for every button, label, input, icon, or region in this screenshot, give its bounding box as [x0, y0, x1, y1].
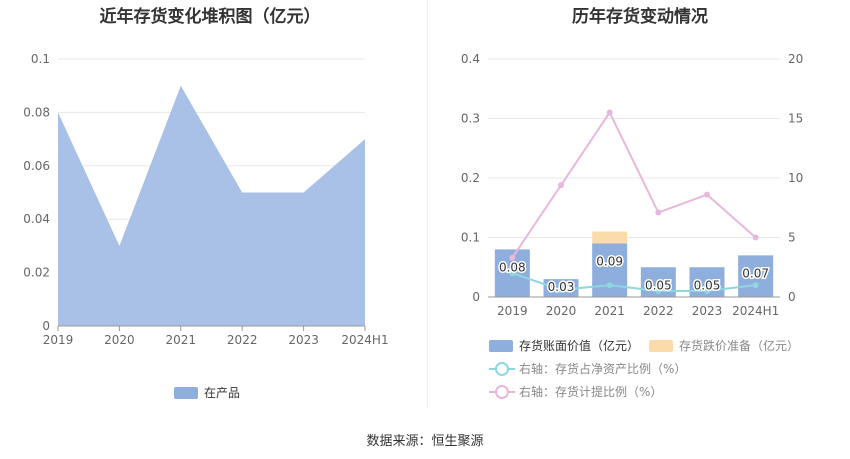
legend-book-value[interactable]: 存货账面价值（亿元） — [489, 337, 639, 354]
provision-ratio-point — [704, 191, 710, 198]
bar-data-label: 0.03 — [548, 280, 575, 294]
provision-ratio-point — [752, 234, 759, 241]
left-x-tick-label: 2024H1 — [341, 333, 388, 347]
net-asset-ratio-point — [509, 270, 516, 277]
provision-ratio-point — [509, 254, 516, 261]
left-y-tick-label: 0.08 — [23, 105, 50, 119]
right-y-left-tick-label: 0.4 — [461, 52, 480, 66]
left-chart-title: 近年存货变化堆积图（亿元） — [99, 7, 321, 27]
left-x-tick-label: 2021 — [166, 333, 197, 347]
bar-book-value — [738, 255, 774, 297]
provision-ratio-point — [558, 182, 564, 189]
right-y-right-tick-label: 0 — [788, 290, 796, 304]
right-y-right-tick-label: 15 — [788, 112, 803, 126]
left-y-tick-label: 0 — [42, 319, 50, 333]
legend-reserve[interactable]: 存货跌价准备（亿元） — [649, 337, 799, 354]
right-x-tick-label: 2021 — [594, 304, 625, 318]
data-source: 数据来源：恒生聚源 — [366, 434, 484, 449]
provision-ratio-line — [511, 110, 757, 259]
right-y-left-tick-label: 0.1 — [461, 231, 480, 245]
legend-provision-ratio[interactable]: 右轴：存货计提比例（%） — [489, 383, 662, 400]
right-x-tick-label: 2022 — [643, 304, 674, 318]
bar-data-label: 0.05 — [694, 278, 721, 292]
left-y-tick-label: 0.1 — [31, 52, 50, 66]
left-x-tick-label: 2023 — [288, 333, 319, 347]
bar-data-label: 0.05 — [645, 278, 672, 292]
legend-book-value-label: 存货账面价值（亿元） — [519, 339, 640, 353]
legend-wip-swatch — [174, 386, 198, 399]
bar-data-label: 0.09 — [596, 254, 623, 268]
provision-ratio-point — [655, 209, 662, 216]
provision-ratio-point — [606, 109, 613, 116]
left-x-tick-label: 2020 — [104, 333, 135, 347]
right-x-tick-label: 2024H1 — [732, 304, 779, 318]
area-series-wip — [58, 85, 365, 326]
right-y-right-tick-label: 5 — [788, 231, 796, 245]
bar-book-value — [592, 243, 628, 297]
legend-provision-ratio-icon — [489, 384, 515, 399]
net-asset-ratio-line — [512, 272, 756, 293]
net-asset-ratio-point — [606, 282, 613, 289]
right-y-right-tick-label: 20 — [788, 52, 803, 66]
legend-wip[interactable]: 在产品 — [174, 384, 240, 401]
legend-reserve-swatch — [649, 339, 673, 352]
left-x-tick-label: 2019 — [43, 333, 74, 347]
left-y-tick-label: 0.06 — [23, 159, 50, 173]
legend-net-asset-ratio-icon — [489, 361, 515, 376]
bar-reserve — [592, 231, 628, 244]
right-x-tick-label: 2019 — [497, 304, 528, 318]
legend-net-asset-ratio[interactable]: 右轴：存货占净资产比例（%） — [489, 360, 686, 377]
bar-data-label: 0.08 — [499, 260, 526, 274]
right-y-right-tick-label: 10 — [788, 171, 803, 185]
legend-wip-label: 在产品 — [204, 386, 241, 400]
right-x-tick-label: 2020 — [546, 304, 577, 318]
right-x-tick-label: 2023 — [692, 304, 723, 318]
left-y-tick-label: 0.04 — [23, 212, 50, 226]
left-y-tick-label: 0.02 — [23, 266, 50, 280]
legend-reserve-label: 存货跌价准备（亿元） — [679, 339, 800, 353]
legend-provision-ratio-label: 右轴：存货计提比例（%） — [519, 385, 663, 399]
legend-net-asset-ratio-label: 右轴：存货占净资产比例（%） — [519, 362, 687, 376]
net-asset-ratio-point — [558, 286, 564, 293]
right-y-left-tick-label: 0.3 — [461, 112, 480, 126]
panel-divider — [427, 0, 428, 408]
bar-data-label: 0.07 — [742, 266, 769, 280]
net-asset-ratio-point — [752, 282, 759, 289]
net-asset-ratio-point — [704, 288, 710, 295]
right-chart-title: 历年存货变动情况 — [572, 7, 708, 27]
right-y-left-tick-label: 0.2 — [461, 171, 480, 185]
right-y-left-tick-label: 0 — [472, 290, 480, 304]
left-x-tick-label: 2022 — [227, 333, 258, 347]
net-asset-ratio-point — [655, 288, 662, 295]
legend-book-value-swatch — [489, 339, 513, 352]
